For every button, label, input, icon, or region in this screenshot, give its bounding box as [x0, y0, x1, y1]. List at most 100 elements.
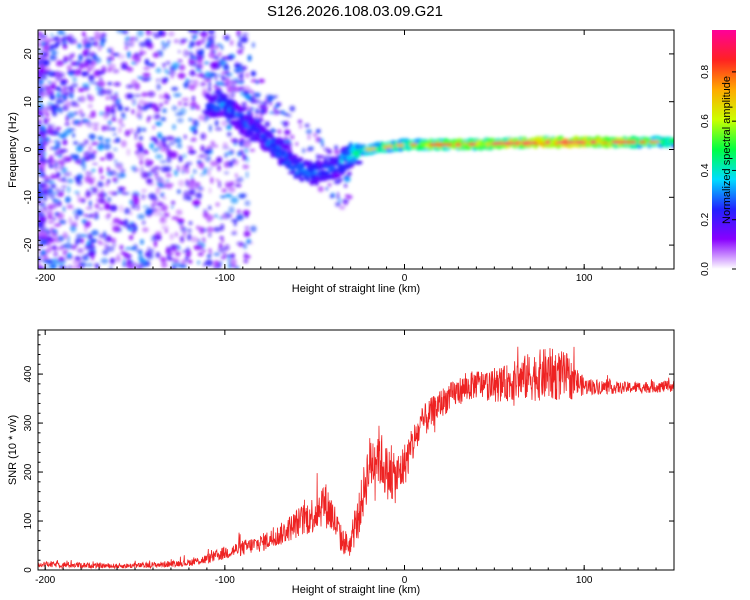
ridge-blob [239, 108, 247, 112]
noise-blob [79, 95, 86, 103]
ridge-blob [334, 173, 342, 178]
noise-blob [228, 206, 235, 214]
noise-blob [90, 238, 98, 243]
noise-blob [124, 93, 132, 100]
noise-blob [242, 154, 246, 162]
noise-blob [234, 62, 240, 67]
noise-blob [82, 50, 89, 57]
ridge-blob [354, 160, 363, 165]
noise-blob [50, 83, 55, 89]
noise-blob [67, 111, 75, 119]
noise-blob [137, 145, 144, 153]
noise-blob [68, 128, 76, 131]
noise-blob [192, 128, 198, 135]
noise-blob [231, 86, 239, 92]
noise-blob [171, 200, 176, 205]
noise-blob [38, 263, 41, 267]
noise-blob [195, 33, 198, 39]
noise-blob [210, 48, 215, 54]
noise-blob [62, 85, 66, 93]
noise-blob [276, 105, 279, 108]
noise-blob [105, 152, 114, 161]
noise-blob [146, 77, 152, 80]
noise-blob [53, 36, 60, 41]
y-tick-label: -10 [23, 190, 34, 205]
noise-blob [213, 84, 217, 88]
noise-blob [277, 129, 282, 135]
noise-blob [99, 41, 105, 48]
noise-blob [249, 148, 256, 152]
noise-blob [124, 45, 129, 51]
ridge-blob [262, 126, 267, 130]
noise-blob [118, 118, 123, 125]
noise-blob [129, 211, 133, 216]
noise-blob [240, 45, 245, 51]
noise-blob [152, 136, 158, 140]
noise-blob [74, 190, 80, 195]
noise-blob [226, 131, 232, 137]
noise-blob [225, 81, 230, 85]
noise-blob [316, 153, 319, 160]
noise-blob [205, 71, 210, 79]
noise-blob [161, 225, 169, 230]
noise-blob [142, 128, 146, 132]
noise-blob [244, 252, 248, 256]
noise-blob [187, 181, 195, 189]
noise-blob [152, 52, 160, 58]
noise-blob [236, 241, 245, 246]
noise-blob [193, 169, 197, 174]
noise-blob [190, 101, 198, 109]
noise-blob [47, 80, 52, 85]
noise-blob [94, 40, 99, 48]
ridge-blob [284, 147, 292, 150]
noise-blob [57, 159, 64, 165]
noise-blob [96, 92, 104, 96]
noise-blob [230, 219, 239, 222]
noise-blob [45, 86, 52, 94]
noise-blob [85, 206, 90, 210]
noise-blob [97, 70, 106, 74]
noise-blob [188, 45, 192, 49]
noise-blob [174, 231, 179, 238]
noise-blob [213, 56, 220, 60]
noise-blob [220, 120, 228, 127]
noise-blob [225, 182, 232, 189]
ridge-blob [222, 97, 228, 101]
noise-blob [69, 40, 73, 44]
ridge-blob [248, 118, 256, 124]
ridge-blob [231, 115, 238, 119]
noise-blob [150, 235, 157, 243]
noise-blob [207, 30, 215, 34]
ridge-peak [590, 140, 597, 144]
noise-blob [101, 125, 107, 132]
noise-blob [132, 228, 136, 235]
noise-blob [177, 218, 185, 225]
noise-blob [164, 229, 168, 233]
noise-blob [190, 187, 194, 196]
noise-blob [175, 244, 180, 249]
noise-blob [55, 41, 59, 49]
noise-blob [208, 248, 212, 252]
ridge-blob [215, 112, 222, 117]
noise-blob [160, 256, 167, 263]
noise-blob [43, 210, 50, 213]
ridge-blob [328, 173, 334, 180]
noise-blob [287, 114, 292, 118]
noise-blob [38, 31, 43, 37]
noise-blob [144, 251, 152, 258]
noise-blob [81, 219, 87, 224]
noise-blob [58, 151, 64, 155]
noise-blob [149, 248, 155, 253]
ridge-peak [442, 143, 448, 147]
spectrogram-blobs [38, 30, 674, 269]
ridge-peak [455, 143, 462, 146]
noise-blob [142, 205, 150, 208]
noise-blob [106, 126, 112, 131]
noise-blob [98, 233, 105, 239]
noise-blob [112, 228, 122, 232]
noise-blob [221, 74, 225, 80]
noise-blob [218, 180, 222, 189]
noise-blob [167, 182, 171, 186]
noise-blob [55, 166, 58, 171]
